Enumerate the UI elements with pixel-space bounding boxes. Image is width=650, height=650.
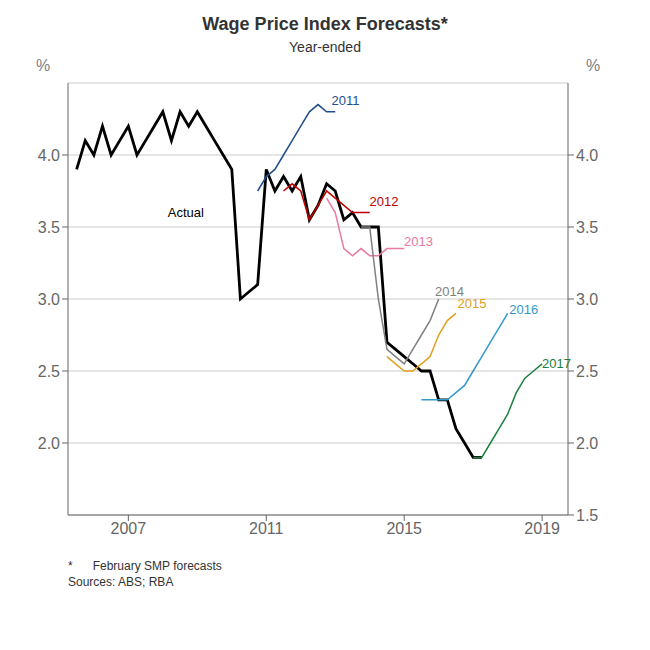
svg-text:2013: 2013	[404, 234, 433, 249]
html-text:* February SMP forecasts: * February SMP forecasts	[68, 559, 222, 573]
html-text:Wage Price Index Forecasts*: Wage Price Index Forecasts*	[202, 14, 448, 34]
svg-text:1.5: 1.5	[576, 507, 598, 524]
svg-text:2014: 2014	[435, 284, 464, 300]
svg-text:2.5: 2.5	[38, 363, 60, 380]
svg-text:Actual: Actual	[168, 205, 204, 220]
svg-text:%: %	[586, 57, 600, 74]
svg-text:3.0: 3.0	[576, 291, 598, 308]
svg-text:3.0: 3.0	[38, 291, 60, 308]
svg-text:2017: 2017	[542, 356, 571, 371]
html-text:Sources: ABS; RBA: Sources: ABS; RBA	[68, 575, 174, 589]
svg-text:2012: 2012	[370, 194, 399, 209]
svg-text:2015: 2015	[457, 296, 486, 311]
svg-text:2.0: 2.0	[38, 435, 60, 452]
svg-text:2015: 2015	[386, 520, 422, 537]
svg-text:2.0: 2.0	[576, 435, 598, 452]
svg-text:2011: 2011	[332, 93, 360, 108]
svg-text:3.5: 3.5	[38, 219, 60, 236]
svg-text:4.0: 4.0	[38, 147, 60, 164]
html-text:Year-ended: Year-ended	[289, 39, 361, 55]
svg-text:3.5: 3.5	[576, 219, 598, 236]
svg-text:2.5: 2.5	[576, 363, 598, 380]
svg-text:4.0: 4.0	[576, 147, 598, 164]
svg-text:%: %	[36, 57, 50, 74]
svg-text:2019: 2019	[524, 520, 560, 537]
svg-text:2007: 2007	[111, 520, 147, 537]
svg-text:2011: 2011	[249, 520, 284, 537]
svg-text:2016: 2016	[509, 302, 538, 317]
